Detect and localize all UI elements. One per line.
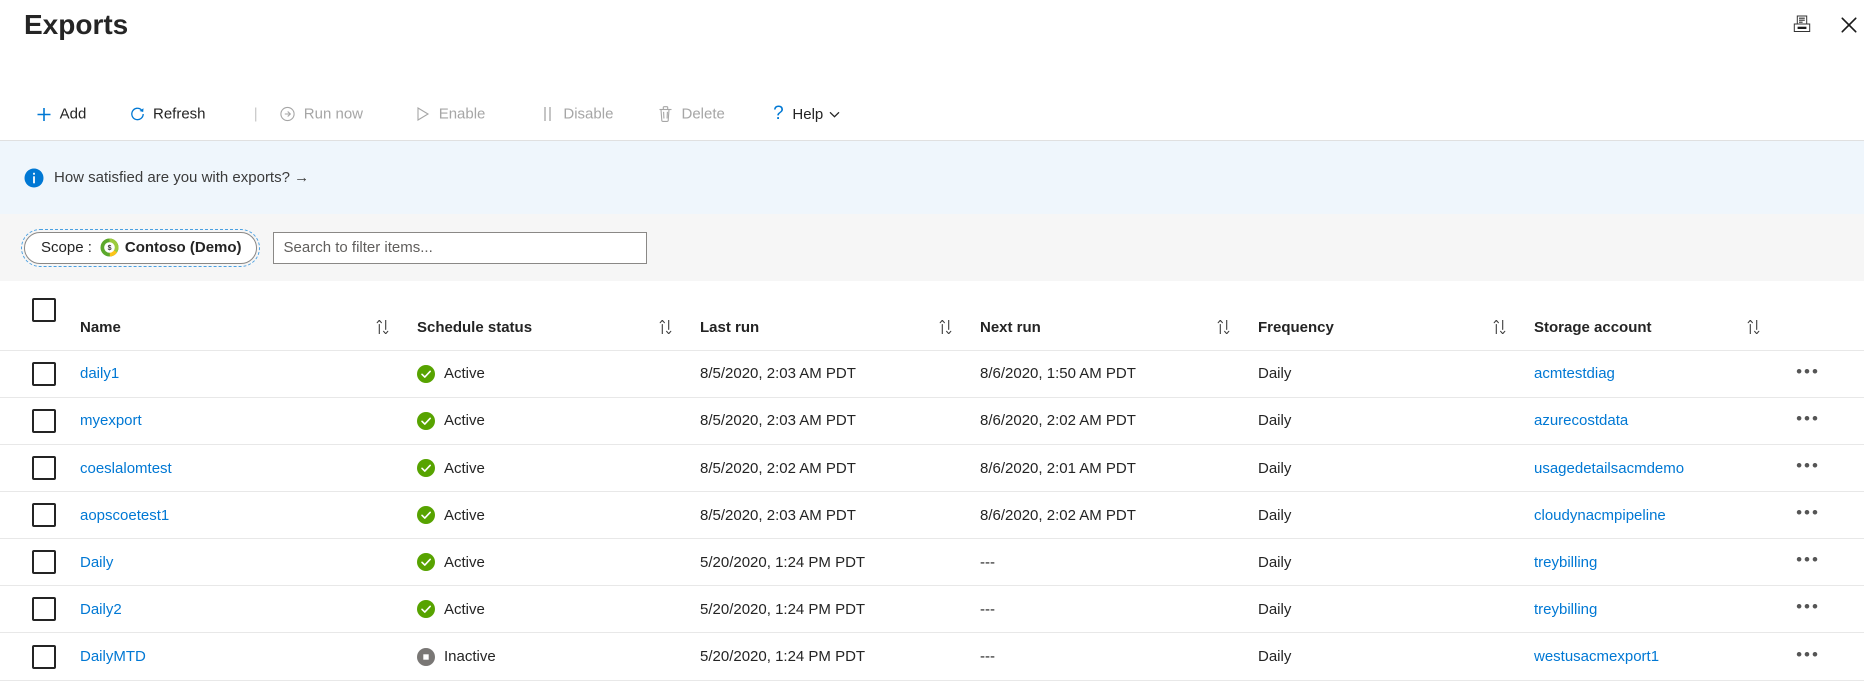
svg-text:$: $ [107, 245, 111, 252]
